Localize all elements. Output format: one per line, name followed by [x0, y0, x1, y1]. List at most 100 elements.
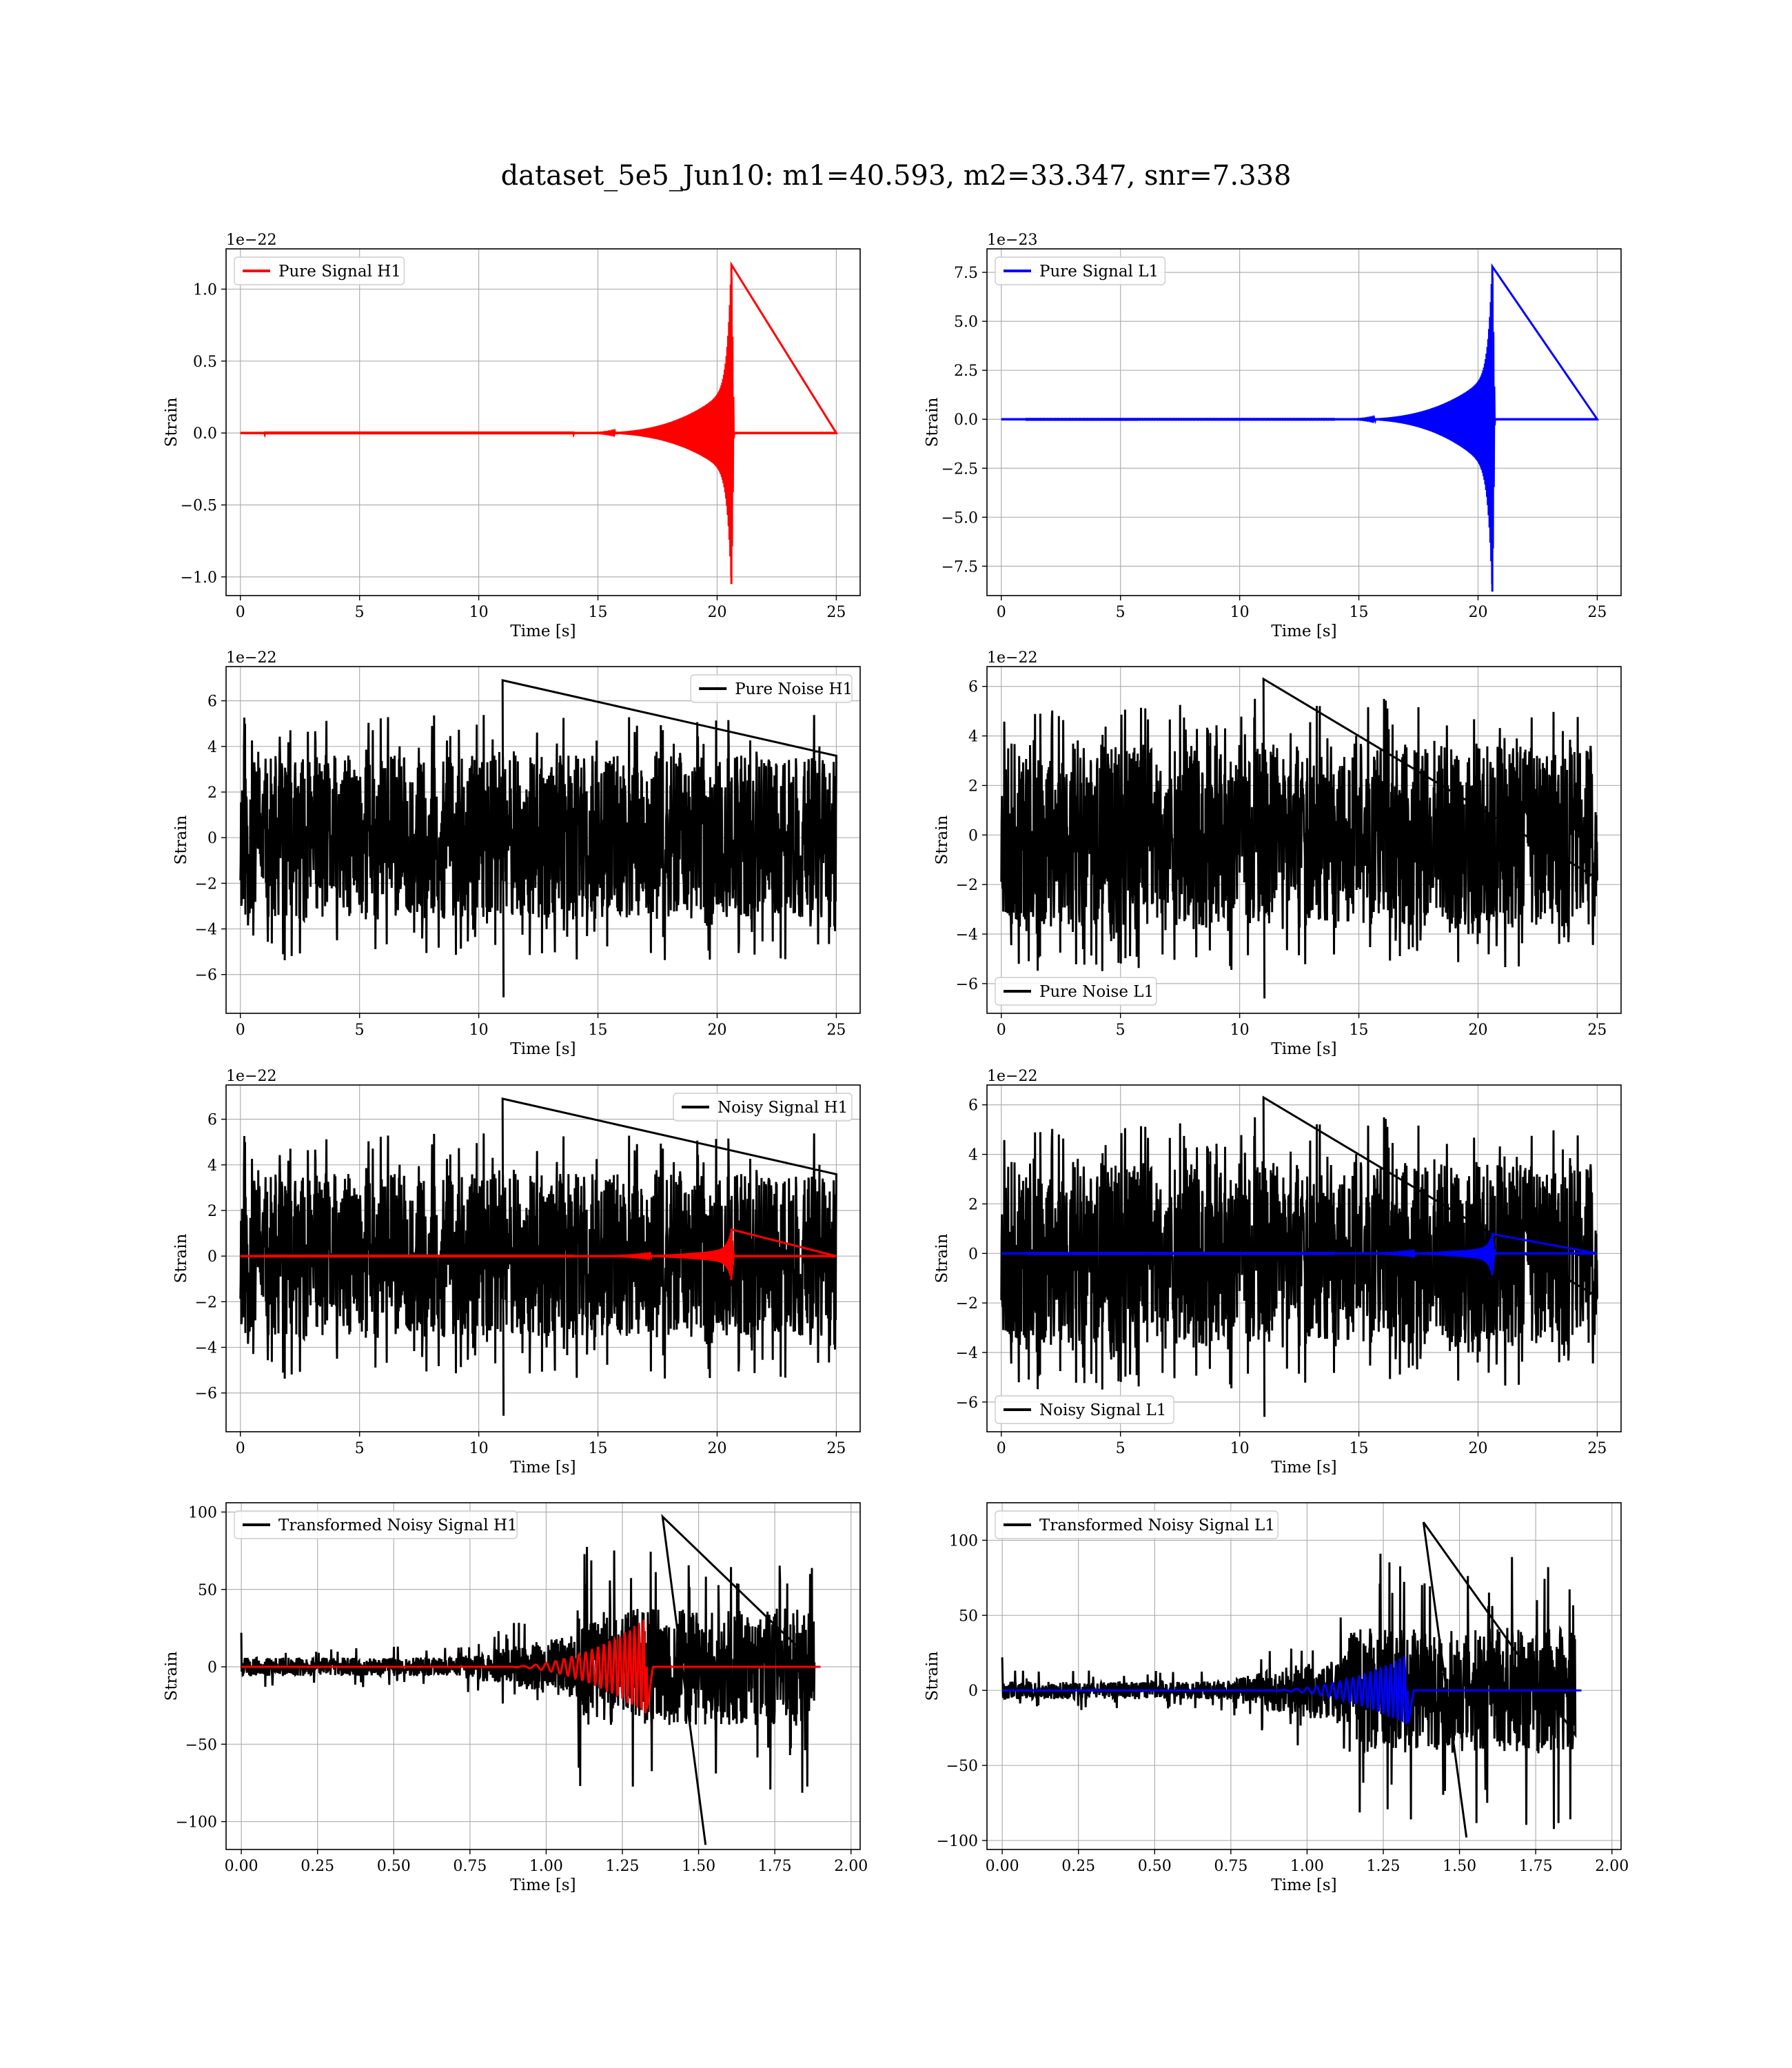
series-line-transformed-noisy-signal-l1-overlay: [1002, 1656, 1582, 1725]
noisy-signal-l1-axes-frame: [986, 1084, 1622, 1432]
y-tick-label: −2: [956, 1295, 978, 1312]
pure-signal-l1-axes-frame: [986, 248, 1622, 596]
x-axis-label: Time [s]: [510, 622, 576, 640]
x-tick-label: 25: [1587, 1440, 1607, 1457]
y-offset-text: 1e−22: [987, 1068, 1037, 1085]
legend-box: [995, 1395, 1174, 1424]
x-axis-label: Time [s]: [1271, 1876, 1336, 1894]
series-line-transformed-noisy-signal-h1-overlay: [241, 1619, 821, 1714]
noisy-signal-l1-plot-area: [1000, 1095, 1598, 1417]
y-tick-label: −1.0: [181, 569, 217, 587]
y-tick-label: 4: [207, 1157, 217, 1175]
x-tick-label: 20: [707, 1440, 726, 1457]
pure-signal-l1-plot-area: [1001, 263, 1600, 592]
pure-signal-h1-panel: 0 5 10 15 20 25 −1.0 −0.5 0.0 0.5 1.0 1e−22 Time [s]…: [163, 232, 861, 640]
x-tick-label: 1.50: [682, 1858, 715, 1875]
y-tick-label: −4: [195, 1340, 217, 1357]
y-tick-label: 100: [188, 1504, 217, 1521]
x-tick-label: 20: [1468, 604, 1487, 621]
x-tick-label: 0.50: [377, 1858, 411, 1875]
legend: Pure Signal H1: [234, 256, 405, 285]
y-tick-label: −5.0: [941, 509, 978, 527]
y-tick-label: 100: [949, 1532, 978, 1550]
x-tick-label: 25: [826, 1022, 846, 1039]
legend: Noisy Signal H1: [673, 1093, 853, 1122]
x-tick-label: 10: [1230, 604, 1250, 621]
y-tick-label: 0.5: [193, 354, 217, 371]
y-tick-label: −100: [937, 1833, 978, 1850]
legend: Transformed Noisy Signal L1: [995, 1510, 1279, 1539]
series-line-pure-signal-h1: [240, 261, 839, 585]
y-tick-label: 0: [968, 827, 978, 844]
y-offset-text: 1e−22: [226, 1068, 276, 1085]
x-tick-label: 15: [1350, 1440, 1369, 1457]
pure-signal-h1-axes-frame: [225, 248, 861, 596]
y-axis-label: Strain: [933, 815, 951, 864]
x-tick-label: 5: [355, 604, 365, 621]
y-axis-label: Strain: [163, 1651, 181, 1701]
x-tick-label: 25: [1587, 604, 1607, 621]
legend-label: Noisy Signal L1: [1039, 1401, 1166, 1419]
y-tick-label: 2.5: [954, 363, 978, 380]
noisy-signal-h1-panel: 0 5 10 15 20 25 −6 −4 −2 0 2 4 6 1e−22 Time [s] Strain N…: [172, 1068, 861, 1477]
x-tick-label: 0: [236, 1022, 245, 1039]
y-axis-label: Strain: [924, 397, 941, 447]
x-tick-label: 5: [1116, 604, 1126, 621]
legend-box: [673, 1093, 853, 1122]
x-tick-label: 0.25: [301, 1858, 334, 1875]
transformed-noisy-signal-l1-plot-area: [1001, 1521, 1582, 1838]
legend-box: [690, 674, 853, 703]
x-axis-label: Time [s]: [510, 1459, 576, 1477]
x-axis-label: Time [s]: [510, 1040, 576, 1058]
x-tick-label: 15: [1350, 604, 1369, 621]
pure-signal-h1-plot-area: [240, 261, 839, 585]
x-tick-label: 10: [1230, 1022, 1250, 1039]
x-tick-label: 10: [469, 604, 489, 621]
x-axis-label: Time [s]: [1271, 1459, 1336, 1477]
y-tick-label: −50: [185, 1736, 217, 1754]
y-tick-label: −6: [956, 976, 978, 993]
y-tick-label: −2: [195, 875, 217, 893]
x-tick-label: 1.50: [1443, 1858, 1476, 1875]
x-axis-label: Time [s]: [1271, 1040, 1336, 1058]
noisy-signal-h1-axes-frame: [225, 1084, 861, 1432]
y-offset-text: 1e−23: [987, 232, 1037, 249]
y-tick-label: 6: [207, 1112, 217, 1129]
x-tick-label: 1.25: [606, 1858, 640, 1875]
legend-box: [995, 256, 1166, 285]
series-line-noisy-signal-h1: [239, 1097, 837, 1416]
x-tick-label: 15: [589, 604, 608, 621]
x-tick-label: 1.25: [1367, 1858, 1401, 1875]
y-tick-label: 0: [207, 830, 217, 847]
legend: Pure Noise L1: [995, 977, 1157, 1006]
legend-box: [234, 256, 405, 285]
y-tick-label: −2.5: [941, 460, 978, 478]
y-axis-label: Strain: [172, 815, 190, 864]
x-tick-label: 1.00: [1290, 1858, 1324, 1875]
legend-label: Transformed Noisy Signal H1: [278, 1517, 518, 1534]
transformed-noisy-signal-l1-panel: 0.00 0.25 0.50 0.75 1.00 1.25 1.50 1.75 2.00 −100…: [924, 1502, 1629, 1894]
x-tick-label: 2.00: [1595, 1858, 1629, 1875]
x-tick-label: 20: [707, 604, 726, 621]
y-axis-label: Strain: [163, 397, 181, 447]
y-tick-label: 6: [207, 693, 217, 711]
x-tick-label: 10: [1230, 1440, 1250, 1457]
y-tick-label: 1.0: [193, 281, 217, 298]
series-line-pure-noise-h1: [239, 679, 837, 997]
x-axis-label: Time [s]: [1271, 622, 1336, 640]
y-tick-label: 7.5: [954, 265, 978, 282]
y-tick-label: 2: [207, 1203, 217, 1220]
y-tick-label: 50: [959, 1608, 978, 1625]
y-axis-label: Strain: [933, 1233, 951, 1283]
legend-label: Pure Signal H1: [278, 263, 401, 281]
y-tick-label: −7.5: [941, 558, 978, 576]
pure-noise-h1-axes-frame: [225, 666, 861, 1014]
series-line-transformed-noisy-signal-h1: [240, 1514, 816, 1845]
y-tick-label: 0.0: [193, 425, 217, 443]
x-tick-label: 5: [355, 1440, 365, 1457]
y-tick-label: 2: [207, 784, 217, 802]
x-tick-label: 0.00: [225, 1858, 258, 1875]
y-tick-label: −4: [195, 922, 217, 939]
pure-noise-h1-plot-area: [239, 679, 837, 997]
